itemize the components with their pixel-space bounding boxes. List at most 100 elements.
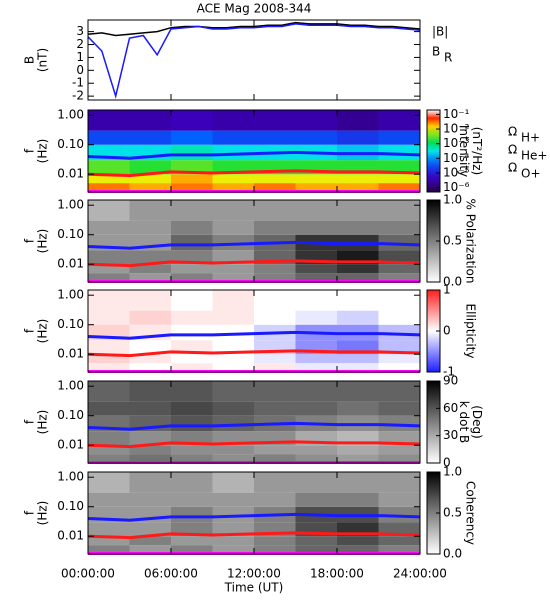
heatmap-cell [378,130,420,145]
heatmap-cell [171,545,213,554]
y-axis-label: (Hz) [36,139,50,164]
heatmap-cell [337,536,379,546]
heatmap-cell [212,401,254,416]
heatmap-cell [129,445,171,455]
heatmap-cell [171,220,213,235]
heatmap-cell [171,130,213,145]
series-line [87,440,421,449]
y-axis-label: (Hz) [36,229,50,254]
heatmap-cell [129,492,171,507]
colorbar-tick-label: 10⁻¹ [443,107,470,121]
y-tick-label: -2 [72,89,84,103]
heatmap-cell [337,290,379,311]
heatmap-cell [88,183,130,192]
heatmap-cell [171,445,213,455]
heatmap-cell [88,273,130,282]
heatmap-cell [337,401,379,416]
colorbar-tick-label: 0.0 [443,547,462,561]
heatmap-cell [254,273,296,282]
heatmap-cell [378,310,420,325]
heatmap-cell [337,545,379,554]
heatmap-cell [254,445,296,455]
heatmap-cell [378,174,420,184]
heatmap-cell [171,454,213,463]
colorbar-tick-label: 1.0 [443,465,462,479]
heatmap-cell [88,354,130,364]
heatmap-cell [295,290,337,311]
colorbar-tick-label: 1 [443,283,451,297]
heatmap-cell [378,445,420,455]
heatmap-cell [171,472,213,493]
heatmap-cell [129,340,171,355]
legend-subscript: He+ [521,149,547,163]
heatmap-cell [378,536,420,546]
heatmap-cell [88,522,130,537]
heatmap-cell [378,324,420,341]
heatmap-cell [378,200,420,221]
heatmap-cell [129,536,171,546]
heatmap-cell [88,340,130,355]
heatmap-cell [171,324,213,341]
heatmap-cell [337,174,379,184]
legend-label: Ω [508,161,517,175]
colorbar-label: k dot B [457,401,471,443]
heatmap-cell [254,200,296,221]
heatmap-cell [254,354,296,364]
series-line [87,21,421,37]
heatmap-cell [129,401,171,416]
y-tick-label: 0.10 [57,408,84,422]
heatmap-cell [171,363,213,372]
y-tick-label: -1 [72,76,84,90]
heatmap-cell [295,454,337,463]
heatmap-cell [254,183,296,192]
heatmap-cell [337,200,379,221]
heatmap-cell [88,536,130,546]
heatmap-cell [129,354,171,364]
series-line [87,349,421,358]
y-tick-label: 1.00 [57,379,84,393]
heatmap-cell [254,130,296,145]
heatmap-cell [337,354,379,364]
y-tick-label: 0.01 [57,529,84,543]
heatmap-cell [295,273,337,282]
colorbar-label: Coherency [464,481,478,545]
heatmap-cell [295,174,337,184]
heatmap-cell [254,310,296,325]
colorbar-tick-label: 0 [443,324,451,338]
heatmap-cell [212,381,254,402]
y-tick-label: 0.10 [57,227,84,241]
colorbar-tick-label: 0.5 [443,234,462,248]
heatmap-cell [378,506,420,523]
heatmap-cell [129,454,171,463]
y-tick-label: 0.01 [57,438,84,452]
colorbar-tick-label: 0.5 [443,506,462,520]
heatmap-cell [88,160,130,175]
heatmap-cell [129,130,171,145]
heatmap-cell [88,250,130,265]
heatmap-cell [378,354,420,364]
heatmap-cell [129,264,171,274]
y-tick-label: 1.00 [57,470,84,484]
heatmap-cell [212,183,254,192]
heatmap-cell [129,431,171,446]
heatmap-cell [295,110,337,131]
series-line [87,512,421,522]
y-tick-label: 0.01 [57,347,84,361]
heatmap-cell [295,536,337,546]
series-line [87,259,421,268]
heatmap-cell [378,472,420,493]
heatmap-cell [88,445,130,455]
heatmap-cell [129,110,171,131]
heatmap-cell [254,401,296,416]
heatmap-cell [378,273,420,282]
heatmap-cell [337,445,379,455]
colorbar-label: (nT²/Hz) [470,127,484,175]
heatmap-cell [129,290,171,311]
x-tick-label: 18:00:00 [310,567,364,581]
heatmap-cell [254,381,296,402]
heatmap-cell [88,110,130,131]
x-tick-label: 06:00:00 [144,567,198,581]
heatmap-cell [378,264,420,274]
y-tick-label: 0.10 [57,317,84,331]
heatmap-cell [212,174,254,184]
